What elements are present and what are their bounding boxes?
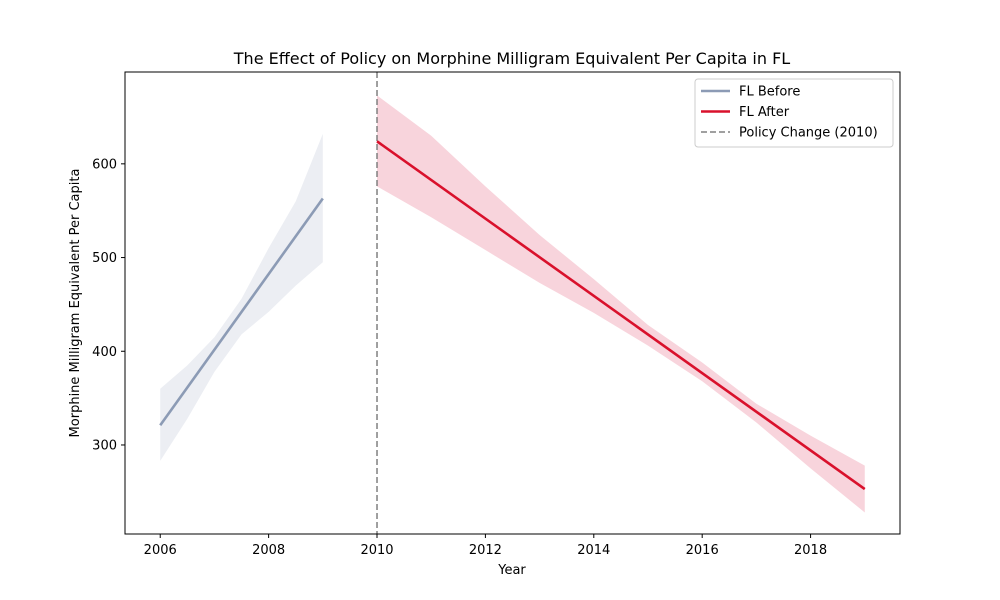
confidence-band-1 [160,133,323,461]
series-line-2 [376,140,866,491]
x-tick-label: 2014 [577,543,610,558]
x-tick-label: 2008 [252,543,285,558]
x-tick-label: 2006 [144,543,177,558]
y-tick-label: 500 [92,251,117,266]
chart-title: The Effect of Policy on Morphine Milligr… [233,49,791,68]
plot-area [159,72,866,534]
legend-frame [694,78,894,148]
x-axis-title: Year [497,563,526,578]
y-tick-label: 300 [92,438,117,453]
legend-label-2: FL After [739,105,790,120]
legend-label-1: FL Before [739,85,800,100]
y-tick-label: 400 [92,345,117,360]
x-tick-label: 2010 [360,543,393,558]
y-axis-title: Morphine Milligram Equivalent Per Capita [68,169,83,438]
series-line-1 [159,197,324,427]
confidence-band-2 [377,95,865,513]
y-tick-label: 600 [92,157,117,172]
x-axis: 2006 2008 2010 2012 2014 2016 2018 [144,534,827,558]
plot-frame [124,71,901,535]
x-tick-label: 2016 [686,543,719,558]
x-tick-label: 2012 [469,543,502,558]
x-tick-label: 2018 [794,543,827,558]
legend-label-3: Policy Change (2010) [739,126,878,141]
legend: FL Before FL After Policy Change (2010) [694,78,894,148]
y-axis: 300 400 500 600 [92,157,125,453]
